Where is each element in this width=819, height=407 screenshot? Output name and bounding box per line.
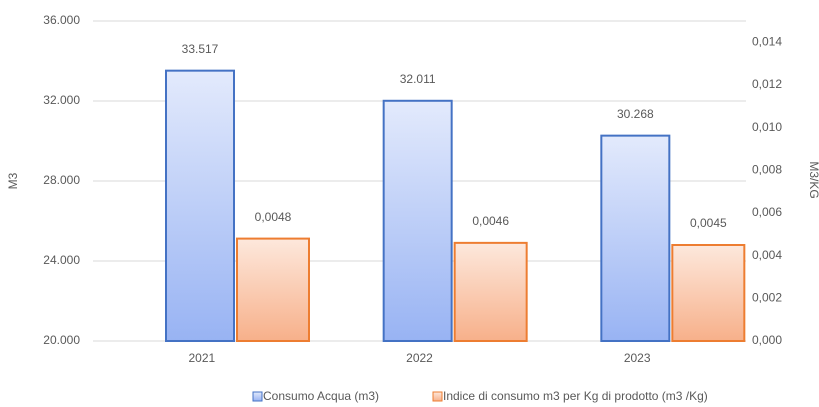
y2-tick-label: 0,002 — [752, 291, 782, 305]
data-label: 30.268 — [617, 107, 654, 121]
bar — [382, 99, 453, 342]
y2-tick-label: 0,010 — [752, 120, 782, 134]
x-tick-label: 2022 — [406, 351, 433, 365]
bar — [453, 241, 528, 342]
data-label: 0,0046 — [472, 214, 509, 228]
data-label: 33.517 — [182, 42, 219, 56]
legend-swatch — [432, 391, 443, 402]
y-tick-label: 36.000 — [43, 13, 80, 27]
legend-label: Consumo Acqua (m3) — [263, 389, 379, 403]
x-tick-label: 2021 — [188, 351, 215, 365]
y2-axis-title: M3/KG — [807, 161, 819, 198]
bar — [236, 237, 310, 343]
bar — [165, 69, 235, 342]
y2-tick-label: 0,006 — [752, 205, 782, 219]
y-tick-label: 28.000 — [43, 173, 80, 187]
y2-tick-label: 0,014 — [752, 35, 782, 49]
y-tick-label: 20.000 — [43, 333, 80, 347]
y2-tick-label: 0,008 — [752, 163, 782, 177]
x-tick-label: 2023 — [624, 351, 651, 365]
y2-tick-label: 0,012 — [752, 77, 782, 91]
y-axis-title: M3 — [6, 172, 20, 189]
y-tick-label: 24.000 — [43, 253, 80, 267]
legend-swatch — [252, 391, 263, 402]
y-tick-label: 32.000 — [43, 93, 80, 107]
legend-label: Indice di consumo m3 per Kg di prodotto … — [443, 389, 708, 403]
y2-tick-label: 0,000 — [752, 333, 782, 347]
bar — [600, 134, 671, 342]
y2-tick-label: 0,004 — [752, 248, 782, 262]
data-label: 0,0048 — [255, 210, 292, 224]
bar — [671, 244, 746, 342]
data-label: 32.011 — [400, 72, 436, 86]
data-label: 0,0045 — [690, 216, 727, 230]
